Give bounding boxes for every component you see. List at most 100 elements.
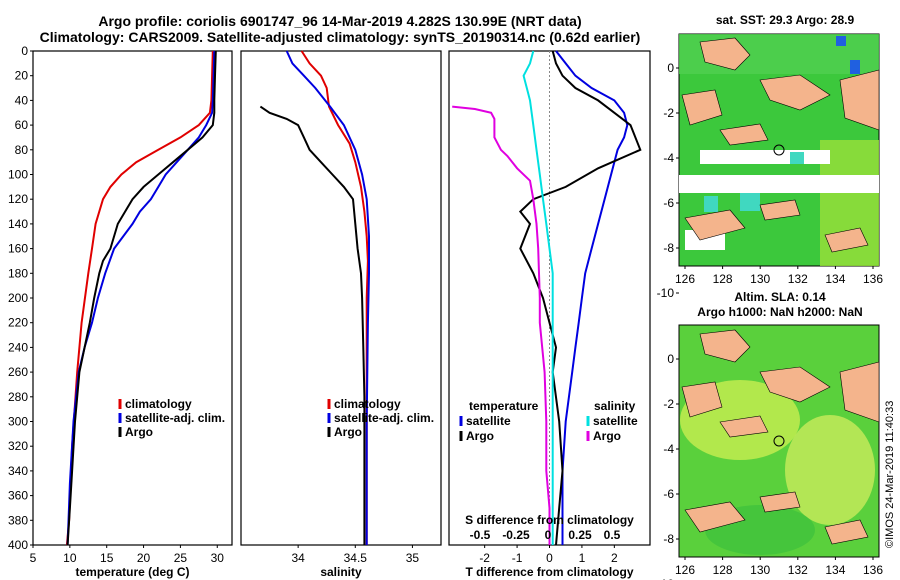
x-axis-label: temperature (deg C) bbox=[75, 565, 189, 579]
map-y-tick-label: -2 bbox=[663, 106, 674, 120]
depth-tick-label: 120 bbox=[8, 192, 28, 206]
series-s-satellite bbox=[522, 50, 554, 545]
depth-tick-label: 140 bbox=[8, 217, 28, 231]
map-x-tick-label: 132 bbox=[788, 272, 808, 286]
x-tick-label: 35 bbox=[406, 551, 420, 565]
x-tick-label: 30 bbox=[211, 551, 225, 565]
series-climatology bbox=[300, 50, 369, 545]
map-x-tick-label: 136 bbox=[863, 563, 883, 577]
series-s-argo bbox=[452, 105, 551, 545]
top-x-tick-label: 0.5 bbox=[604, 528, 621, 542]
legend-title-temperature: temperature bbox=[469, 399, 539, 413]
depth-tick-label: 340 bbox=[8, 464, 28, 478]
top-x-tick-label: -0.25 bbox=[502, 528, 530, 542]
top-x-tick-label: 0 bbox=[545, 528, 552, 542]
depth-tick-label: 220 bbox=[8, 316, 28, 330]
map1-title: sat. SST: 29.3 Argo: 28.9 bbox=[716, 13, 855, 27]
depth-tick-label: 320 bbox=[8, 439, 28, 453]
top-x-tick-label: 0.25 bbox=[568, 528, 592, 542]
plot-frame bbox=[448, 50, 651, 546]
x-tick-label: 20 bbox=[137, 551, 151, 565]
plot-frame bbox=[32, 50, 233, 546]
map2-title-line1: Altim. SLA: 0.14 bbox=[734, 290, 826, 304]
difference-panel: -2 -1 0 1 2T difference from climatology temp… bbox=[448, 50, 651, 579]
series-satellite-adj-clim- bbox=[285, 50, 370, 545]
title-line2: Climatology: CARS2009. Satellite-adjuste… bbox=[40, 29, 641, 45]
map-y-tick-label: 0 bbox=[667, 352, 674, 366]
map-x-tick-label: 128 bbox=[713, 563, 733, 577]
title-line1: Argo profile: coriolis 6901747_96 14-Mar… bbox=[98, 13, 581, 29]
legend-title-salinity: salinity bbox=[594, 399, 636, 413]
depth-tick-label: 80 bbox=[15, 143, 29, 157]
series-argo bbox=[259, 105, 366, 545]
map-y-tick-label: -6 bbox=[663, 487, 674, 501]
legend-label: climatology bbox=[334, 397, 401, 411]
map-x-tick-label: 126 bbox=[675, 563, 695, 577]
x-tick-label: 1 bbox=[579, 551, 586, 565]
map-y-tick-label: -4 bbox=[663, 442, 674, 456]
map-y-tick-label: -8 bbox=[663, 241, 674, 255]
depth-tick-label: 240 bbox=[8, 340, 28, 354]
depth-tick-label: 0 bbox=[21, 44, 28, 58]
depth-tick-label: 200 bbox=[8, 291, 28, 305]
legend-label: Argo bbox=[334, 425, 362, 439]
map-y-tick-label: -10 bbox=[657, 286, 675, 300]
map-y-tick-label: -8 bbox=[663, 532, 674, 546]
depth-tick-label: 280 bbox=[8, 390, 28, 404]
legend-label: satellite-adj. clim. bbox=[334, 411, 434, 425]
legend-label: satellite bbox=[466, 414, 511, 428]
x-tick-label: 15 bbox=[100, 551, 114, 565]
depth-tick-label: 380 bbox=[8, 513, 28, 527]
depth-tick-label: 160 bbox=[8, 242, 28, 256]
land-mass bbox=[699, 37, 751, 71]
top-x-tick-label: -0.5 bbox=[470, 528, 491, 542]
x-tick-label: 0 bbox=[546, 551, 553, 565]
x-tick-label: 5 bbox=[30, 551, 37, 565]
map-x-tick-label: 130 bbox=[750, 563, 770, 577]
map-y-tick-label: 0 bbox=[667, 61, 674, 75]
x-tick-label: -2 bbox=[479, 551, 490, 565]
series-t-argo bbox=[518, 50, 642, 546]
map-x-tick-label: 136 bbox=[863, 272, 883, 286]
series-argo bbox=[66, 50, 217, 546]
x-tick-label: -1 bbox=[512, 551, 523, 565]
map-x-tick-label: 126 bbox=[675, 272, 695, 286]
sla-map bbox=[678, 324, 880, 558]
depth-tick-label: 60 bbox=[15, 118, 29, 132]
sst-cloud-gap bbox=[679, 175, 879, 193]
legend-label: Argo bbox=[466, 429, 494, 443]
depth-tick-label: 20 bbox=[15, 69, 29, 83]
map-x-tick-label: 134 bbox=[825, 563, 845, 577]
map-y-tick-label: -6 bbox=[663, 196, 674, 210]
x-tick-label: 2 bbox=[611, 551, 618, 565]
map-y-tick-label: -4 bbox=[663, 151, 674, 165]
top-x-axis-label: S difference from climatology bbox=[465, 513, 634, 527]
legend-label: Argo bbox=[593, 429, 621, 443]
map2-title-line2: Argo h1000: NaN h2000: NaN bbox=[697, 305, 862, 319]
legend-label: Argo bbox=[125, 425, 153, 439]
legend-label: satellite bbox=[593, 414, 638, 428]
map-y-tick-label: -2 bbox=[663, 397, 674, 411]
depth-tick-label: 100 bbox=[8, 168, 28, 182]
series-climatology bbox=[65, 50, 214, 546]
x-axis-label: salinity bbox=[320, 565, 362, 579]
depth-tick-label: 360 bbox=[8, 489, 28, 503]
map-x-tick-label: 128 bbox=[713, 272, 733, 286]
depth-tick-label: 180 bbox=[8, 266, 28, 280]
x-tick-label: 34 bbox=[291, 551, 305, 565]
credit-text: ©IMOS 24-Mar-2019 11:40:33 bbox=[884, 401, 896, 548]
depth-tick-label: 260 bbox=[8, 365, 28, 379]
legend-label: satellite-adj. clim. bbox=[125, 411, 225, 425]
temperature-panel: 0 20 40 60 80 100 120 140 160 180 200 220 240 260 280 3… bbox=[8, 44, 233, 579]
map-x-tick-label: 132 bbox=[788, 563, 808, 577]
depth-tick-label: 40 bbox=[15, 93, 29, 107]
argo-location-marker bbox=[773, 144, 785, 156]
plot-frame bbox=[240, 50, 442, 546]
depth-tick-label: 300 bbox=[8, 415, 28, 429]
sst-map bbox=[678, 33, 880, 267]
legend-label: climatology bbox=[125, 397, 192, 411]
sst-map-axes: 126 128 130 132 134 136 0 -2 -4 -6 -8 -10 bbox=[657, 61, 884, 300]
series-t-satellite bbox=[555, 50, 629, 545]
map-y-tick-label: -10 bbox=[657, 577, 675, 580]
